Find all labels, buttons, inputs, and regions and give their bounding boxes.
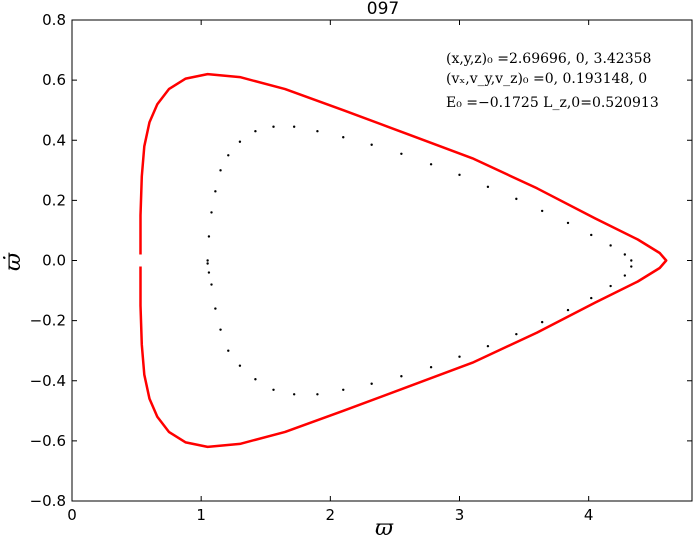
series-point: [272, 125, 275, 128]
annotation-line-2: (vₓ,v_y,v_z)₀ =0, 0.193148, 0: [446, 71, 647, 87]
series-point: [458, 173, 461, 177]
series-point: [292, 125, 296, 128]
series-point: [370, 382, 373, 385]
series-point: [609, 284, 612, 288]
y-tick-label: −0.4: [30, 372, 66, 390]
series-point: [566, 221, 570, 225]
data-series: [139, 72, 668, 449]
series-point: [206, 262, 209, 265]
series-line-0: [139, 72, 668, 449]
x-tick-label: 0: [67, 506, 77, 524]
series-point: [623, 253, 627, 256]
x-tick-label: 3: [455, 506, 465, 524]
series-point: [272, 388, 275, 391]
series-point: [486, 344, 490, 348]
series-point: [630, 259, 633, 262]
series-point: [400, 152, 403, 155]
series-point: [214, 190, 217, 193]
series-point: [207, 235, 211, 238]
series-point: [227, 154, 230, 157]
series-point: [458, 355, 461, 358]
series-point: [238, 140, 242, 143]
x-tick-label: 2: [326, 506, 336, 524]
series-point: [515, 332, 518, 336]
x-tick-label: 1: [196, 506, 206, 524]
y-tick-label: 0.6: [42, 71, 66, 89]
series-point: [342, 388, 345, 391]
series-point: [486, 185, 490, 189]
y-tick-label: 0.4: [42, 131, 66, 149]
annotation-box: (x,y,z)₀ =2.69696, 0, 3.42358 (vₓ,v_y,v_…: [446, 51, 659, 111]
series-point: [429, 163, 433, 166]
series-point: [238, 364, 242, 367]
y-tick-label: 0.0: [42, 252, 66, 270]
chart-title: 097: [367, 0, 399, 19]
series-point: [214, 307, 217, 310]
series-point: [316, 393, 319, 396]
series-point: [429, 366, 433, 369]
annotation-line-3: E₀ =−0.1725 L_z,0=0.520913: [446, 95, 659, 111]
series-point: [540, 320, 544, 324]
series-point: [206, 259, 209, 262]
x-axis-label: ϖ: [375, 516, 394, 539]
series-point: [207, 271, 211, 274]
series-point: [515, 197, 518, 201]
series-point: [590, 296, 593, 300]
series-point: [623, 274, 627, 277]
annotation-line-1: (x,y,z)₀ =2.69696, 0, 3.42358: [446, 51, 651, 67]
y-tick-label: 0.8: [42, 11, 66, 29]
series-point: [254, 130, 257, 133]
series-point: [609, 244, 612, 247]
series-point: [227, 349, 230, 352]
y-tick-label: −0.6: [30, 432, 66, 450]
series-point: [292, 393, 296, 396]
series-point: [210, 283, 213, 286]
y-tick-label: 0.2: [42, 191, 66, 209]
series-point: [400, 375, 403, 378]
series-point: [630, 265, 633, 268]
series-point: [590, 233, 593, 237]
y-axis-label: ϖ̇: [1, 252, 26, 271]
series-point: [316, 130, 319, 133]
series-point: [210, 211, 213, 214]
series-point: [540, 209, 544, 213]
series-point: [219, 328, 222, 331]
y-tick-label: −0.8: [30, 492, 66, 510]
series-point: [370, 143, 373, 146]
y-tick-label: −0.2: [30, 312, 66, 330]
x-tick-label: 4: [584, 506, 594, 524]
series-point: [342, 136, 345, 139]
series-point: [254, 378, 257, 381]
axis-ticks: 0 1 2 3 4 −0.8 −0.6 −0.4 −0.2 0.0 0.2 0.4 0.6 0.8: [30, 11, 692, 524]
series-point: [566, 308, 570, 312]
series-point: [219, 169, 222, 172]
